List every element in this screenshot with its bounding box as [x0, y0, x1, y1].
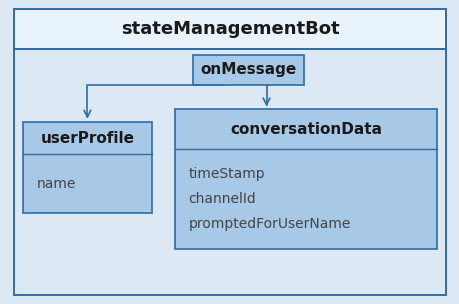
FancyBboxPatch shape — [193, 55, 303, 85]
Text: userProfile: userProfile — [40, 130, 134, 146]
Text: conversationData: conversationData — [230, 122, 381, 136]
Text: stateManagementBot: stateManagementBot — [120, 20, 339, 38]
FancyBboxPatch shape — [23, 122, 151, 213]
Text: name: name — [37, 177, 76, 191]
FancyBboxPatch shape — [174, 109, 436, 249]
FancyBboxPatch shape — [14, 49, 445, 295]
Text: onMessage: onMessage — [200, 62, 296, 78]
Text: channelId: channelId — [188, 192, 256, 206]
FancyBboxPatch shape — [14, 9, 445, 49]
Text: timeStamp: timeStamp — [188, 167, 265, 181]
Text: promptedForUserName: promptedForUserName — [188, 217, 350, 231]
